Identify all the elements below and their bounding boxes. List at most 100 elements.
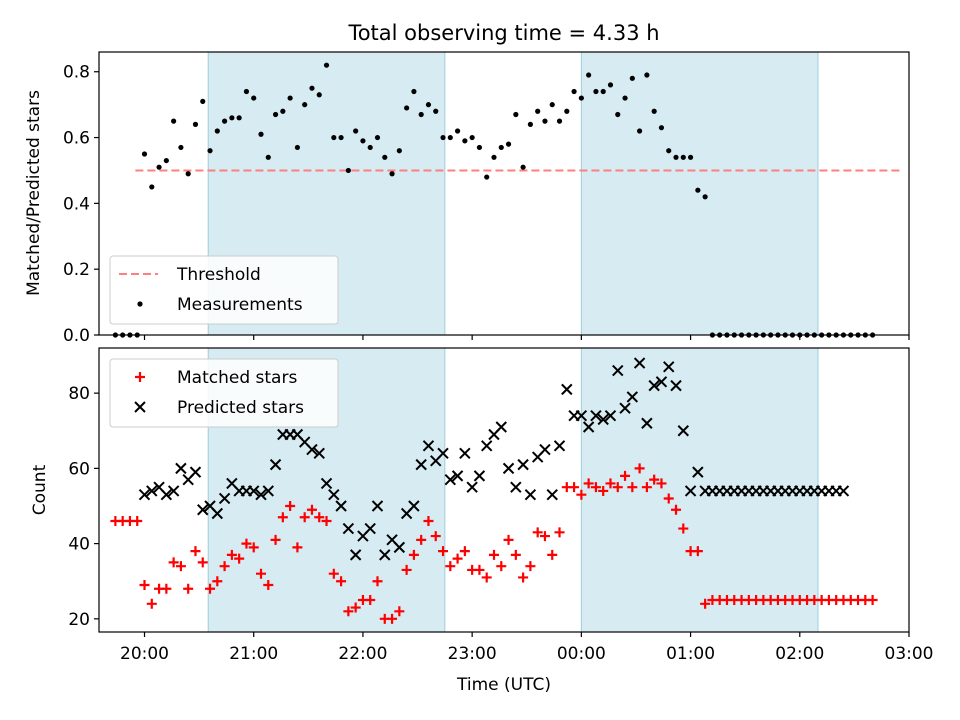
predicted-star-point xyxy=(167,485,180,497)
matched-star-point xyxy=(474,564,485,575)
top-axes-frame xyxy=(98,51,910,336)
measurement-point xyxy=(440,134,446,141)
measurement-point xyxy=(433,108,439,114)
matched-star-point xyxy=(299,512,310,523)
predicted-star-point xyxy=(248,485,260,497)
matched-star-point xyxy=(620,470,631,481)
matched-star-point xyxy=(292,542,303,553)
bottom-xtick-label-6: 02:00 xyxy=(775,644,824,664)
matched-star-point xyxy=(627,482,638,493)
top-legend-label-0: Threshold xyxy=(176,265,261,285)
matched-star-point xyxy=(671,504,682,515)
matched-star-point xyxy=(205,583,216,594)
predicted-star-point xyxy=(379,549,391,561)
predicted-star-point xyxy=(633,357,646,369)
measurement-point xyxy=(520,164,526,170)
predicted-star-point xyxy=(553,440,566,452)
measurement-point xyxy=(243,88,250,95)
measurement-point xyxy=(505,141,512,147)
predicted-star-point xyxy=(393,541,406,554)
matched-star-point xyxy=(590,482,601,493)
bottom-xtick-label-4: 00:00 xyxy=(557,644,606,664)
measurement-point xyxy=(141,151,148,157)
predicted-star-point xyxy=(648,379,660,392)
top-ytick-label-2: 0.4 xyxy=(63,194,90,214)
matched-star-point xyxy=(372,576,383,587)
predicted-star-point xyxy=(459,447,471,460)
matched-star-point xyxy=(525,561,536,572)
predicted-star-point xyxy=(582,421,595,433)
measurement-point xyxy=(411,88,417,95)
measurement-point xyxy=(389,171,395,177)
top-title: Total observing time = 4.33 h xyxy=(347,21,659,45)
matched-star-point xyxy=(539,531,550,542)
matched-star-point xyxy=(226,549,237,560)
matched-star-point xyxy=(408,549,419,560)
predicted-star-point xyxy=(561,383,573,396)
matched-star-point xyxy=(452,553,463,564)
matched-star-point xyxy=(234,553,245,564)
measurement-point xyxy=(345,167,351,174)
matched-star-point xyxy=(350,602,361,613)
predicted-star-point xyxy=(510,481,522,493)
matched-star-point xyxy=(576,489,587,500)
top-shade-1 xyxy=(580,51,819,336)
measurement-point xyxy=(171,118,177,124)
predicted-star-point xyxy=(473,470,486,482)
matched-star-point xyxy=(692,546,703,557)
matched-star-point xyxy=(700,598,711,609)
measurement-point xyxy=(658,125,665,131)
matched-star-point xyxy=(190,546,201,557)
measurement-point xyxy=(185,171,191,177)
measurement-point xyxy=(454,128,461,134)
top-y-ticks: 0.0 0.2 0.4 0.6 0.8 xyxy=(63,63,99,346)
matched-star-point xyxy=(496,561,507,572)
bottom-legend: Matched stars Predicted stars xyxy=(109,358,339,428)
predicted-star-point xyxy=(138,488,151,501)
matched-star-point xyxy=(241,538,252,549)
matched-star-point xyxy=(423,516,434,527)
matched-star-point xyxy=(867,595,878,606)
predicted-star-point xyxy=(175,462,187,475)
matched-star-point xyxy=(146,598,157,609)
bottom-xtick-label-2: 22:00 xyxy=(338,644,387,664)
predicted-star-point xyxy=(502,462,515,475)
measurement-point xyxy=(265,154,271,160)
matched-star-point xyxy=(656,478,667,489)
legend-matched-swatch xyxy=(135,372,145,382)
measurement-point xyxy=(695,187,701,193)
matched-star-point xyxy=(365,595,376,606)
legend-predicted-swatch xyxy=(134,401,146,413)
measurement-point xyxy=(578,95,584,101)
predicted-star-point xyxy=(451,470,464,482)
predicted-star-point xyxy=(320,477,333,490)
legend-measurement-swatch xyxy=(137,301,143,307)
measurement-point xyxy=(258,131,264,137)
predicted-star-point xyxy=(495,421,507,433)
matched-star-point xyxy=(212,576,223,587)
predicted-star-point xyxy=(349,549,362,561)
measurement-point xyxy=(294,144,301,151)
measurement-point xyxy=(666,148,672,154)
measurement-point xyxy=(600,88,606,95)
matched-star-point xyxy=(663,493,674,504)
measurement-point xyxy=(680,154,686,160)
matched-star-point xyxy=(168,557,179,568)
measurement-point xyxy=(396,148,402,154)
bottom-xtick-label-5: 01:00 xyxy=(666,644,715,664)
matched-star-point xyxy=(285,500,296,511)
top-ytick-label-3: 0.6 xyxy=(63,129,90,149)
predicted-star-point xyxy=(422,440,435,452)
predicted-star-point xyxy=(415,458,427,471)
bottom-xtick-label-7: 03:00 xyxy=(885,644,934,664)
matched-star-point xyxy=(438,546,449,557)
measurement-point xyxy=(484,174,490,180)
bottom-axes: 20 40 60 80 20:00 21:00 22:00 23:00 00:00 01:00 0… xyxy=(30,347,934,695)
measurement-point xyxy=(615,111,621,118)
bottom-ytick-label-1: 40 xyxy=(68,535,90,555)
matched-star-point xyxy=(219,561,230,572)
predicted-star-point xyxy=(626,391,639,403)
measurement-point xyxy=(447,134,453,141)
matched-star-point xyxy=(583,478,594,489)
measurement-point xyxy=(586,72,592,78)
